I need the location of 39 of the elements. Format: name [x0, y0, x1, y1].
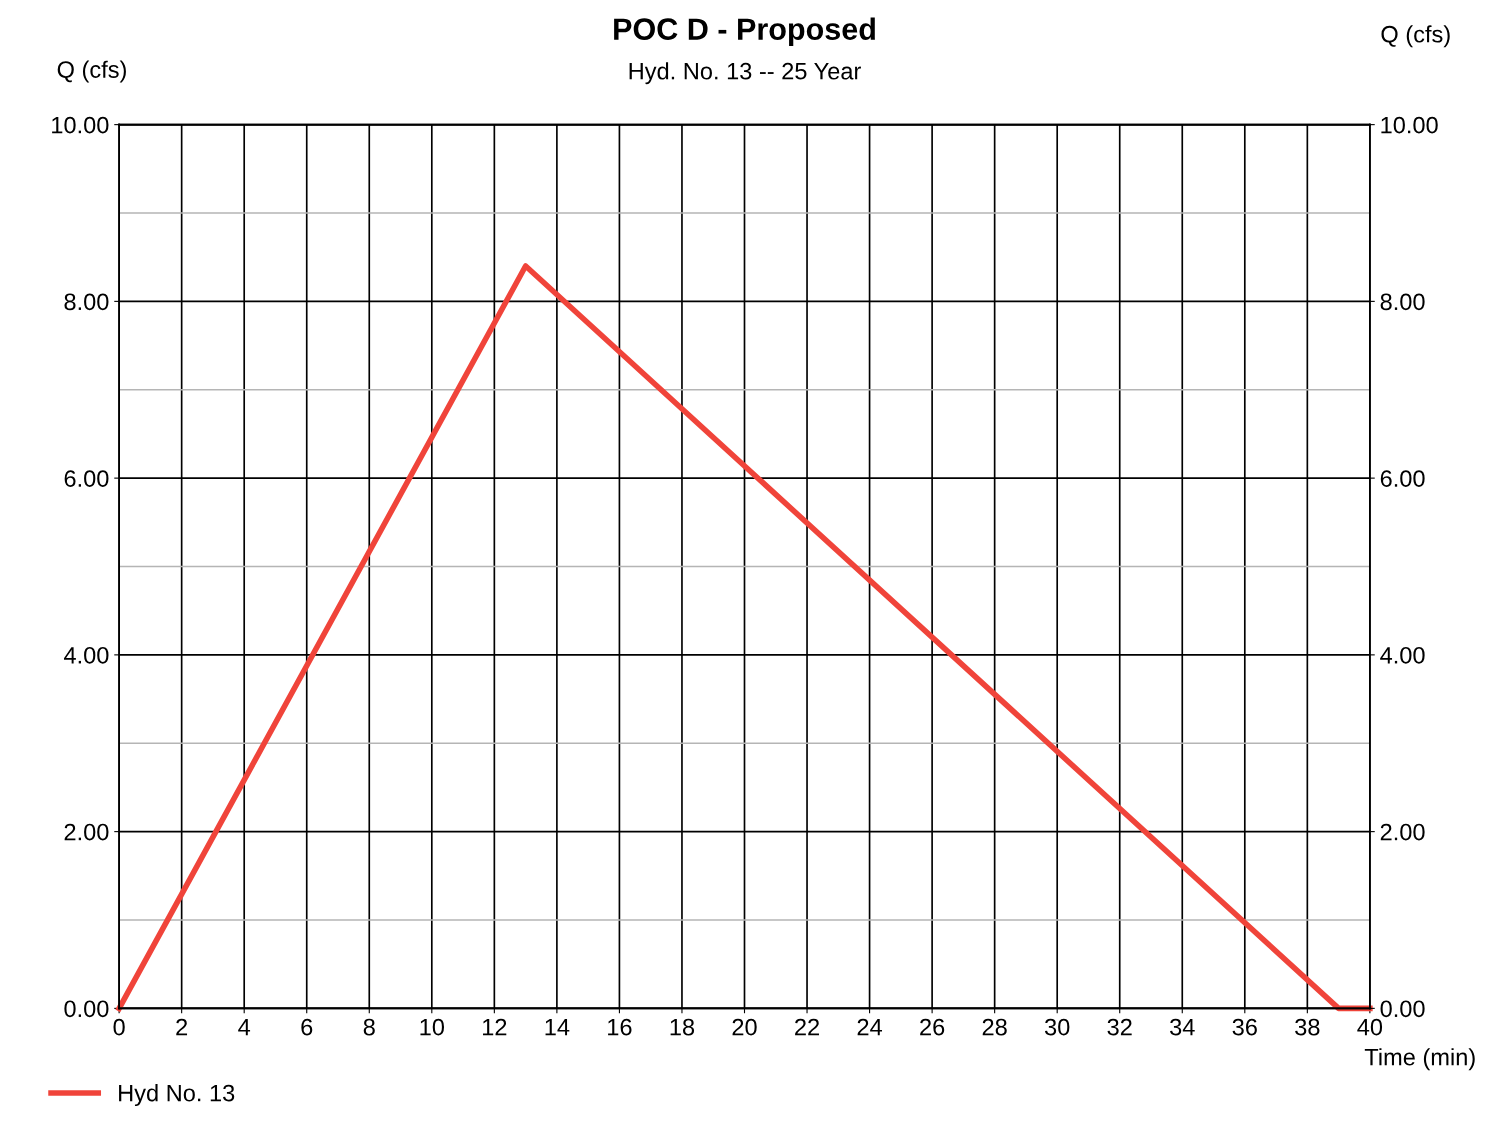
- x-tick-label: 10: [420, 1018, 445, 1036]
- y-tick-label: 10.00: [52, 116, 109, 134]
- chart-subtitle: Hyd. No. 13 -- 25 Year: [629, 62, 861, 85]
- x-tick-label: 22: [795, 1018, 819, 1036]
- chart-title: POC D - Proposed: [614, 17, 875, 46]
- x-tick-label: 2: [176, 1018, 188, 1036]
- legend-label: Hyd No. 13: [119, 1084, 235, 1107]
- x-tick-label: 26: [920, 1018, 945, 1036]
- x-tick-label: 0: [113, 1018, 125, 1036]
- x-tick-label: 8: [363, 1018, 375, 1036]
- x-tick-label: 30: [1044, 1018, 1070, 1036]
- y-tick-label: 6.00: [64, 470, 109, 487]
- y2-tick-label: 2.00: [1380, 823, 1425, 841]
- x-tick-label: 14: [545, 1018, 570, 1036]
- y-tick-label: 8.00: [64, 293, 109, 311]
- y-tick-label: 4.00: [63, 646, 109, 664]
- x-tick-label: 6: [301, 1018, 313, 1036]
- y-tick-label: 2.00: [64, 823, 109, 841]
- y2-tick-label: 4.00: [1380, 646, 1425, 664]
- y2-axis-title: Q (cfs): [1381, 25, 1450, 48]
- x-tick-label: 4: [238, 1018, 251, 1036]
- x-tick-label: 24: [857, 1018, 883, 1036]
- y2-tick-label: 0.00: [1380, 1000, 1425, 1018]
- x-tick-label: 38: [1295, 1018, 1320, 1036]
- y-tick-label: 0.00: [64, 1000, 109, 1018]
- y2-tick-label: 8.00: [1380, 293, 1425, 311]
- x-tick-label: 18: [670, 1018, 695, 1036]
- x-axis-title: Time (min): [1364, 1048, 1475, 1071]
- y-axis-title: Q (cfs): [57, 60, 126, 83]
- x-tick-label: 32: [1107, 1018, 1132, 1036]
- x-tick-label: 20: [732, 1018, 757, 1036]
- x-tick-label: 28: [982, 1018, 1007, 1036]
- y2-tick-label: 6.00: [1380, 470, 1425, 487]
- y2-tick-label: 10.00: [1381, 116, 1438, 134]
- x-tick-label: 40: [1357, 1018, 1383, 1036]
- x-tick-label: 16: [608, 1018, 632, 1036]
- x-tick-label: 36: [1232, 1018, 1257, 1036]
- x-tick-label: 12: [483, 1018, 507, 1036]
- x-tick-label: 34: [1170, 1018, 1195, 1036]
